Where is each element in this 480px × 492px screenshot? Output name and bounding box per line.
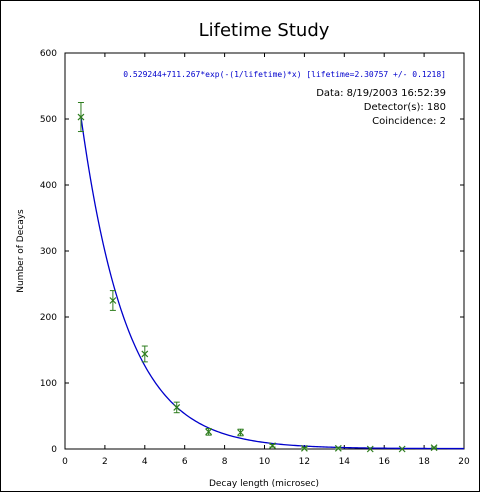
data-point: [300, 444, 308, 452]
point-marker-stroke: [334, 444, 342, 452]
x-tick-label: 14: [339, 457, 351, 467]
x-tick-label: 10: [259, 457, 271, 467]
x-tick-label: 4: [142, 457, 148, 467]
info-date: Data: 8/19/2003 16:52:39: [316, 88, 446, 99]
x-tick-label: 12: [299, 457, 310, 467]
point-marker-stroke: [77, 113, 85, 121]
data-point: [334, 444, 342, 452]
data-point: [430, 444, 438, 452]
y-tick-label: 500: [40, 115, 57, 125]
info-coincidence: Coincidence: 2: [372, 116, 446, 127]
fit-equation-label: 0.529244+711.267*exp(-(1/lifetime)*x) [l…: [123, 70, 446, 79]
y-tick-label: 100: [40, 379, 57, 389]
point-marker-stroke: [141, 350, 149, 358]
point-marker-stroke: [366, 445, 374, 453]
x-tick-label: 8: [222, 457, 228, 467]
x-axis-label: Decay length (microsec): [209, 479, 319, 489]
data-point: [77, 102, 85, 133]
y-tick-label: 0: [51, 445, 57, 455]
x-tick-label: 6: [182, 457, 188, 467]
point-marker-stroke: [430, 444, 438, 452]
point-marker-stroke: [398, 445, 406, 453]
fit-curve: [80, 116, 464, 450]
x-tick-label: 18: [418, 457, 430, 467]
x-tick-label: 2: [102, 457, 108, 467]
y-tick-label: 400: [40, 181, 57, 191]
data-point: [398, 445, 406, 453]
point-marker-stroke: [237, 429, 244, 436]
y-tick-label: 200: [40, 313, 57, 323]
data-point: [237, 428, 244, 437]
y-axis-label: Number of Decays: [16, 209, 26, 293]
point-marker-stroke: [300, 444, 308, 452]
data-point: [173, 401, 181, 414]
x-tick-label: 16: [378, 457, 390, 467]
data-point: [269, 442, 276, 450]
data-point: [141, 345, 149, 363]
data-point: [109, 290, 117, 311]
point-marker-stroke: [173, 403, 181, 411]
point-marker-stroke: [205, 428, 213, 436]
x-tick-label: 0: [62, 457, 68, 467]
info-detector: Detector(s): 180: [364, 102, 446, 113]
x-tick-label: 20: [458, 457, 470, 467]
point-marker-stroke: [109, 297, 117, 304]
data-point: [366, 445, 374, 453]
y-tick-label: 600: [40, 49, 57, 59]
point-marker-stroke: [269, 442, 276, 450]
data-point: [205, 428, 213, 436]
y-tick-label: 300: [40, 247, 57, 257]
chart-title: Lifetime Study: [199, 20, 330, 41]
